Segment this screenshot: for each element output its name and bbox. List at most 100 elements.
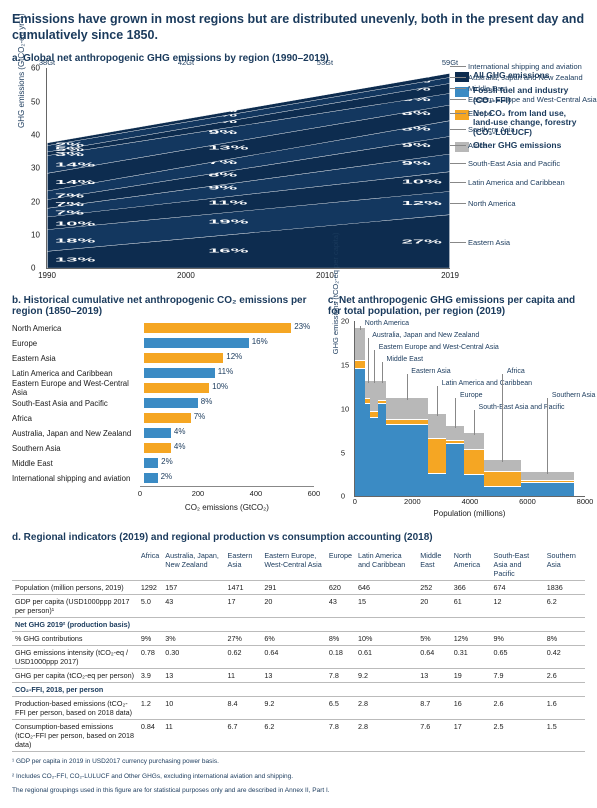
- svg-text:18%: 18%: [55, 239, 95, 244]
- c-y-tick: 5: [341, 448, 345, 457]
- b-x-tick: 200: [192, 489, 205, 498]
- row-label: GHG per capita (tCO₂-eq per person): [12, 669, 138, 683]
- c-leader-line: [502, 374, 503, 462]
- leader-line: [450, 145, 466, 146]
- hbar-row: Southern Asia 4%: [12, 441, 314, 455]
- cell: 0.42: [544, 646, 585, 669]
- cell: 0.18: [326, 646, 355, 669]
- leader-line: [450, 242, 466, 243]
- region-label: Southern Asia: [468, 125, 515, 134]
- marimekko-seg: [521, 482, 574, 496]
- c-leader-line: [547, 398, 548, 473]
- cell: 6.2: [544, 595, 585, 618]
- table-row: GHG per capita (tCO₂-eq per person)3.913…: [12, 669, 585, 683]
- marimekko-col: [428, 413, 447, 497]
- leader-line: [450, 163, 466, 164]
- cell: 620: [326, 581, 355, 595]
- hbar-track: 11%: [144, 368, 314, 378]
- leader-line: [450, 99, 466, 100]
- marimekko-seg: [464, 474, 483, 496]
- cell: 0.30: [162, 646, 224, 669]
- cell: 252: [417, 581, 451, 595]
- leader-line: [450, 66, 466, 67]
- marimekko-seg: [355, 360, 366, 368]
- cell: 0.64: [417, 646, 451, 669]
- cell: 7.8: [326, 720, 355, 752]
- hbar-row: Australia, Japan and New Zealand 4%: [12, 426, 314, 440]
- cell: 1.2: [138, 697, 162, 720]
- cell: 13: [261, 669, 326, 683]
- hbar-row: Latin America and Caribbean 11%: [12, 366, 314, 380]
- c-leader-line: [382, 362, 383, 382]
- cell: 646: [355, 581, 417, 595]
- c-y-tick: 10: [341, 404, 349, 413]
- footnote: ² Includes CO₂-FFI, CO₂-LULUCF and Other…: [12, 773, 585, 781]
- cell: 13: [162, 669, 224, 683]
- cell: 674: [491, 581, 544, 595]
- cell: 2.5: [491, 720, 544, 752]
- cell: 2.6: [544, 669, 585, 683]
- c-region-label: Australia, Japan and New Zealand: [372, 332, 479, 339]
- hbar-fill: [144, 368, 215, 378]
- cell: 27%: [225, 632, 262, 646]
- table-row: Population (million persons, 2019)129215…: [12, 581, 585, 595]
- panel-b-chart: North America 23% Europe 16% Eastern Asi…: [12, 321, 314, 485]
- cell: 2.8: [355, 697, 417, 720]
- marimekko-seg: [386, 424, 428, 497]
- c-y-tick: 0: [341, 492, 345, 501]
- svg-text:13%: 13%: [208, 146, 248, 151]
- svg-text:10%: 10%: [402, 180, 442, 185]
- c-leader-line: [360, 326, 361, 330]
- cell: 8.4: [225, 697, 262, 720]
- table-header: Australia, Japan, New Zealand: [162, 549, 224, 581]
- c-leader-line: [474, 410, 475, 435]
- svg-text:13%: 13%: [55, 258, 95, 263]
- svg-text:10%: 10%: [55, 221, 95, 226]
- table-header: Europe: [326, 549, 355, 581]
- table-row: % GHG contributions9%3%27%6%8%10%5%12%9%…: [12, 632, 585, 646]
- hbar-row: North America 23%: [12, 321, 314, 335]
- svg-text:9%: 9%: [402, 161, 431, 166]
- y-tick: 10: [31, 230, 40, 239]
- hbar-fill: [144, 458, 158, 468]
- hbar-pct: 7%: [194, 412, 206, 421]
- cell: 17: [225, 595, 262, 618]
- hbar-name: Latin America and Caribbean: [12, 369, 144, 378]
- c-region-label: Europe: [460, 392, 483, 399]
- hbar-pct: 11%: [218, 367, 233, 376]
- y-tick: 0: [31, 264, 35, 273]
- marimekko-seg: [386, 397, 428, 419]
- y-tick: 50: [31, 97, 40, 106]
- svg-text:7%: 7%: [55, 211, 84, 216]
- region-label: Middle East: [468, 84, 507, 93]
- svg-text:9%: 9%: [208, 130, 237, 135]
- hbar-track: 8%: [144, 398, 314, 408]
- marimekko-seg: [464, 449, 483, 475]
- c-region-label: South-East Asia and Pacific: [479, 404, 565, 411]
- hbar-pct: 2%: [161, 472, 173, 481]
- cell: 11: [162, 720, 224, 752]
- table-header: Middle East: [417, 549, 451, 581]
- marimekko-col: [464, 432, 483, 496]
- marimekko-seg: [446, 443, 464, 497]
- panel-b-title: b. Historical cumulative net anthropogen…: [12, 295, 314, 317]
- c-region-label: Middle East: [387, 356, 424, 363]
- footnotes: ¹ GDP per capita in 2019 in USD2017 curr…: [12, 758, 585, 795]
- svg-text:7%: 7%: [55, 202, 84, 207]
- table-header: Africa: [138, 549, 162, 581]
- hbar-name: International shipping and aviation: [12, 474, 144, 483]
- row-label: % GHG contributions: [12, 632, 138, 646]
- c-leader-line: [407, 374, 408, 400]
- hbar-fill: [144, 473, 158, 483]
- marimekko-col: [355, 327, 366, 496]
- cell: 43: [162, 595, 224, 618]
- svg-text:12%: 12%: [402, 201, 442, 206]
- marimekko-col: [370, 380, 378, 497]
- leader-line: [450, 88, 466, 89]
- table-header: [12, 549, 138, 581]
- y-tick: 30: [31, 164, 40, 173]
- cell: 43: [326, 595, 355, 618]
- region-label: Eastern Asia: [468, 238, 510, 247]
- svg-text:11%: 11%: [208, 201, 247, 206]
- region-label: Australia, Japan and New Zealand: [468, 73, 583, 82]
